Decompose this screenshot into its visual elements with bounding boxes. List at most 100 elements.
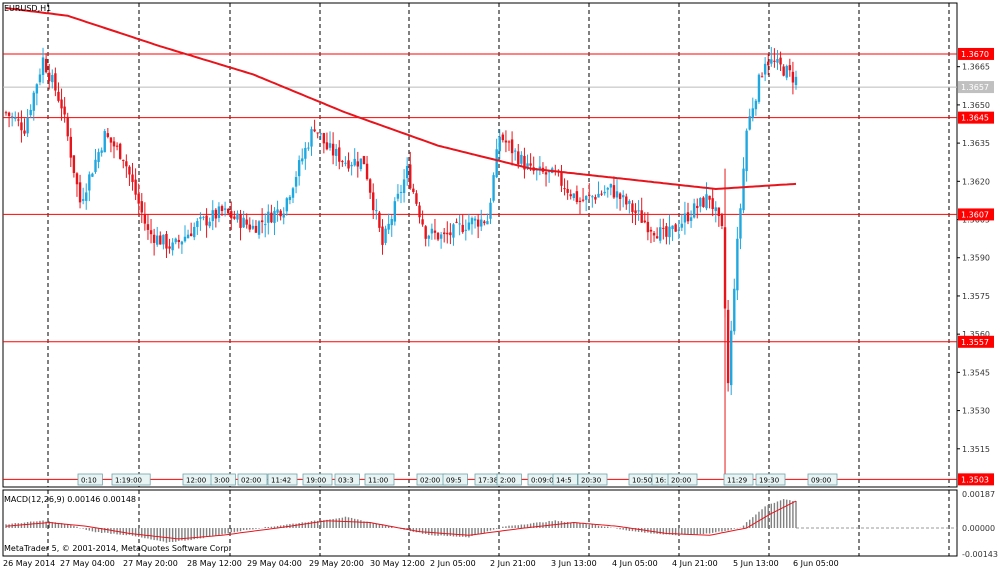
candle-body <box>662 227 665 229</box>
event-marker-label: 14:5 <box>556 477 572 485</box>
x-tick-label: 4 Jun 21:00 <box>672 559 718 568</box>
candle-body <box>205 215 208 226</box>
event-marker <box>267 473 298 486</box>
candle-body <box>7 112 11 116</box>
candle-body <box>4 112 8 114</box>
candle-body <box>418 205 421 218</box>
candle-body <box>788 65 792 71</box>
candle-body <box>128 166 131 175</box>
price-panel-frame <box>2 2 958 488</box>
y-tick-label: 1.3665 <box>962 63 990 72</box>
candle-body <box>304 147 307 159</box>
copyright-label: MetaTrader 5, © 2001-2014, MetaQuotes So… <box>4 544 231 553</box>
candle-body <box>270 212 273 223</box>
candle-body <box>563 188 566 190</box>
candle-body <box>560 171 563 186</box>
candle-body <box>402 179 406 194</box>
candle-body <box>625 196 628 205</box>
candle-body <box>10 116 14 118</box>
candle-body <box>48 72 51 82</box>
candle-body <box>683 213 687 223</box>
candle-body <box>202 216 205 218</box>
price-panel: 1.36651.36501.36351.36201.36051.35901.35… <box>2 2 994 488</box>
candle-body <box>439 234 443 239</box>
event-marker-label: 3:00 <box>214 477 230 485</box>
candle-body <box>566 188 569 193</box>
candle-body <box>526 163 529 169</box>
candle-body <box>393 201 397 222</box>
candle-body <box>581 199 585 201</box>
candle-body <box>572 193 576 199</box>
x-tick-label: 26 May 2014 <box>3 559 55 568</box>
candle-body <box>23 130 26 134</box>
candle-body <box>288 196 292 201</box>
event-marker <box>755 473 786 486</box>
candle-body <box>38 74 42 83</box>
candle-body <box>143 214 147 224</box>
candle-body <box>606 188 609 190</box>
event-marker-label: 20:00 <box>671 477 691 485</box>
candle-body <box>649 229 653 232</box>
candle-body <box>470 218 474 225</box>
candle-body <box>125 161 128 167</box>
event-marker-label: 03:3 <box>338 477 354 485</box>
candle-body <box>458 223 461 225</box>
candle-body <box>220 206 224 212</box>
candle-body <box>696 205 699 209</box>
candle-body <box>615 191 619 198</box>
candle-body <box>767 61 770 66</box>
candle-body <box>547 171 551 173</box>
candle-body <box>91 173 94 177</box>
x-tick-label: 3 Jun 13:00 <box>551 559 597 568</box>
event-marker-label: 20:30 <box>581 477 601 485</box>
candle-body <box>264 224 267 226</box>
candle-body <box>677 229 680 231</box>
event-marker-label: 10:50 <box>632 477 652 485</box>
candle-body <box>415 193 418 204</box>
candle-body <box>26 117 29 134</box>
candle-body <box>322 133 326 144</box>
candle-body <box>523 155 526 170</box>
candle-body <box>711 198 714 209</box>
candle-body <box>763 63 767 75</box>
price-level-label: 1.3503 <box>961 475 989 484</box>
candle-body <box>41 57 45 76</box>
candle-body <box>159 235 162 245</box>
candle-body <box>618 193 622 199</box>
candle-body <box>760 76 764 78</box>
event-marker-label: 11:42 <box>271 477 291 485</box>
candle-body <box>569 194 572 197</box>
candle-body <box>726 309 730 384</box>
candle-body <box>529 163 532 166</box>
candle-body <box>156 235 159 245</box>
candle-body <box>193 226 196 238</box>
candle-body <box>85 192 88 201</box>
candle-body <box>242 217 245 228</box>
candle-body <box>226 209 230 214</box>
candle-body <box>480 219 483 227</box>
event-marker-label: 19:30 <box>759 477 779 485</box>
candle-body <box>372 192 375 211</box>
candle-body <box>165 233 168 249</box>
candle-body <box>686 212 690 222</box>
candle-body <box>66 116 69 137</box>
event-marker-label: 09:00 <box>811 477 831 485</box>
candle-body <box>223 208 227 210</box>
candle-body <box>510 139 514 154</box>
candle-body <box>356 161 359 167</box>
macd-panel: 0.00187 0.00000 -0.00143 <box>2 489 998 559</box>
candle-body <box>476 219 480 227</box>
candle-body <box>384 228 387 243</box>
candle-body <box>140 201 143 213</box>
candle-body <box>461 224 464 233</box>
event-marker <box>807 473 838 486</box>
candle-body <box>208 221 211 227</box>
candle-body <box>631 203 634 213</box>
candle-body <box>257 221 261 235</box>
x-tick-label: 30 May 12:00 <box>370 559 425 568</box>
candle-body <box>294 177 298 187</box>
candle-body <box>674 224 677 232</box>
y-tick-label: 1.3635 <box>962 139 990 148</box>
candle-body <box>652 232 656 236</box>
